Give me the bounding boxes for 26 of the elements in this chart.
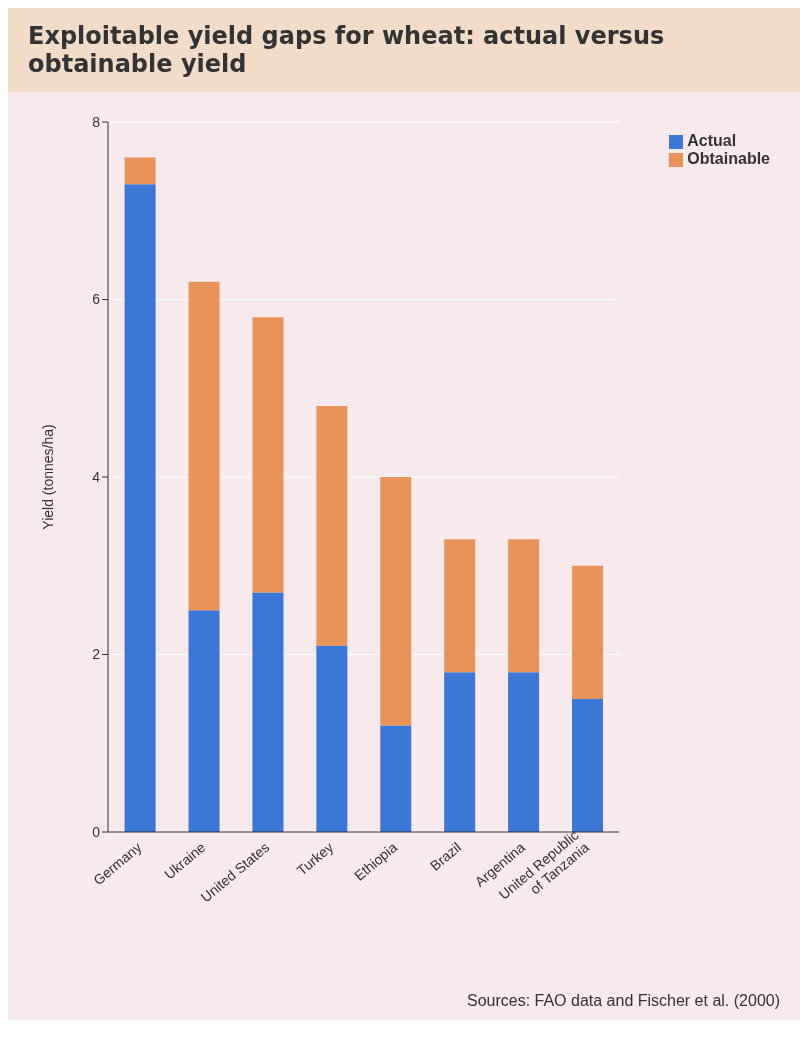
- bar: [508, 672, 540, 832]
- source-note: Sources: FAO data and Fischer et al. (2000): [465, 992, 781, 1011]
- bar: [444, 539, 476, 673]
- legend-label: Obtainable: [687, 150, 770, 167]
- y-tick-label: 2: [92, 646, 101, 663]
- bar: [188, 610, 220, 832]
- chart-title: Exploitable yield gaps for wheat: actual versus obtainable yield: [8, 8, 800, 92]
- bar: [124, 157, 156, 185]
- bar: [316, 645, 348, 832]
- y-tick-label: 0: [92, 823, 101, 840]
- y-tick-label: 6: [92, 291, 101, 308]
- bar: [124, 184, 156, 832]
- bar: [380, 725, 412, 832]
- bar: [444, 672, 476, 832]
- bar: [316, 406, 348, 646]
- y-tick-label: 8: [92, 113, 101, 130]
- bar: [508, 539, 540, 673]
- bar: [252, 317, 284, 593]
- y-axis-title: Yield (tonnes/ha): [39, 424, 56, 530]
- bar: [572, 565, 604, 699]
- bar: [252, 592, 284, 832]
- y-tick-label: 4: [92, 468, 101, 485]
- bar: [572, 698, 604, 832]
- bar: [188, 281, 220, 611]
- bar: [380, 477, 412, 726]
- legend-label: Actual: [687, 132, 737, 149]
